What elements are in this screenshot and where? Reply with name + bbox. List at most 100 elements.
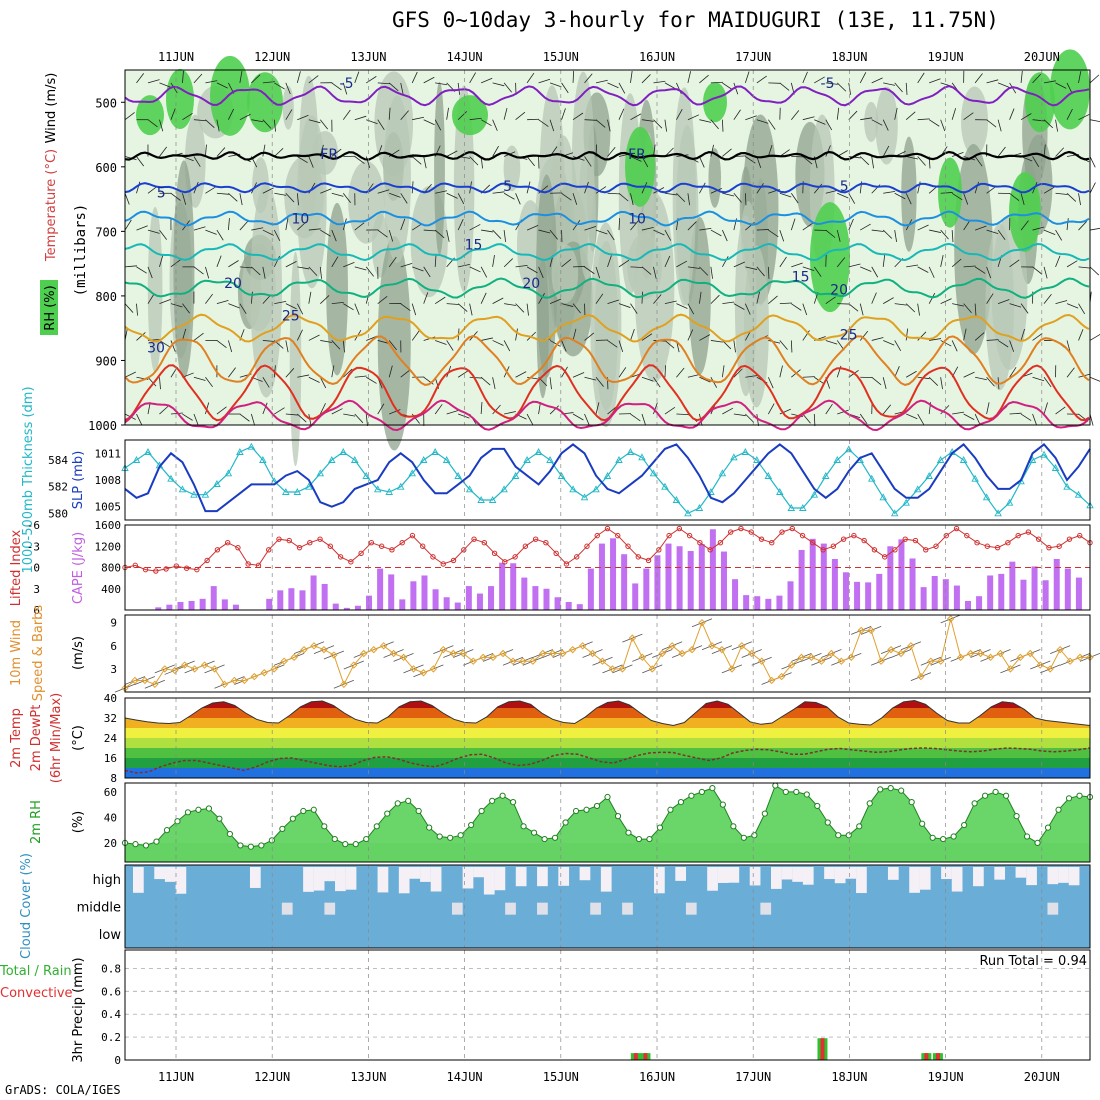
rh-point — [352, 841, 359, 848]
contour-label: 25 — [840, 328, 858, 344]
wind-barb — [400, 193, 408, 204]
wind-barb — [905, 111, 916, 121]
li-point — [656, 547, 662, 553]
wind-barb — [871, 229, 884, 232]
thickness-point — [488, 496, 497, 503]
wind-barb — [1055, 119, 1059, 132]
wind-barb — [297, 156, 308, 164]
slp-tick-label: 1005 — [95, 501, 122, 514]
wind-barb — [917, 224, 929, 231]
cape-bar — [1031, 566, 1038, 610]
rh-point — [730, 823, 737, 830]
wind-barb — [147, 266, 153, 279]
wind-barb — [331, 365, 335, 378]
wind-speed-point — [678, 649, 686, 658]
li-point — [553, 550, 559, 557]
wind-barb — [492, 377, 496, 390]
wind-barb — [572, 193, 578, 205]
wind-speed-point — [210, 665, 219, 673]
wind-barb — [377, 189, 390, 194]
wind-barb — [1020, 328, 1025, 341]
rh-point — [572, 807, 580, 815]
wind-speed-point — [598, 657, 607, 665]
rh-point — [520, 823, 527, 830]
wind-barb — [641, 74, 651, 84]
cape-bar — [987, 575, 994, 610]
wind-barb — [871, 292, 877, 304]
pressure-tick-label: 1000 — [88, 419, 117, 433]
wind-barb — [710, 144, 714, 157]
li-point — [676, 525, 683, 532]
wind-barb — [894, 82, 903, 93]
wind-barb — [883, 297, 894, 305]
wind-barb — [572, 70, 575, 83]
wind-barb — [1089, 182, 1096, 194]
rh-point — [919, 820, 926, 827]
wind-barb — [515, 265, 528, 268]
li-point — [317, 536, 323, 542]
wind-barb — [1032, 333, 1043, 341]
rh-region — [296, 115, 327, 289]
wind-barb — [952, 303, 964, 307]
wind-barb — [446, 303, 459, 305]
wind-barb — [802, 71, 808, 84]
cape-bar — [377, 568, 384, 610]
temp-axis-unit: (°C) — [71, 725, 86, 751]
wind-barb — [607, 147, 616, 157]
wind-barb — [354, 115, 367, 121]
li-point — [214, 547, 221, 553]
thickness-point — [282, 488, 290, 495]
wind-barb — [549, 119, 555, 132]
wind-speed-point — [310, 642, 318, 650]
wind-barb — [1066, 192, 1077, 202]
wind-barb — [297, 114, 309, 121]
cape-axis-label: CAPE (J/kg) — [71, 532, 86, 604]
thickness-point — [603, 472, 612, 479]
wind-barb — [377, 295, 388, 304]
cloud-gap-high — [154, 867, 165, 880]
rh-point — [174, 818, 181, 825]
rh-point — [583, 806, 590, 813]
contour-label: 20 — [830, 282, 848, 298]
thickness-point — [913, 485, 922, 493]
cape-bar — [410, 581, 417, 610]
wind-barb — [917, 303, 920, 316]
wind-barb — [193, 156, 201, 167]
rh-region — [954, 144, 993, 355]
thickness-point — [144, 448, 152, 455]
wind-barb — [308, 228, 321, 231]
pressure-tick-label: 600 — [95, 161, 117, 175]
li-point — [378, 543, 385, 549]
wind-barb — [756, 119, 769, 124]
date-tick-top: 20JUN — [1024, 50, 1060, 64]
li-point — [337, 554, 344, 560]
wind-barb — [480, 77, 493, 84]
wind-barb — [216, 340, 227, 348]
rh-point — [604, 793, 611, 801]
li-point — [635, 554, 641, 560]
wind-speed-point — [1066, 657, 1074, 665]
wind-barb — [285, 340, 289, 353]
thickness-point — [925, 472, 933, 479]
rh-point — [342, 841, 349, 848]
wind-speed-point — [479, 653, 487, 662]
date-tick-bottom: 18JUN — [831, 1070, 867, 1084]
wind-barb — [1066, 303, 1079, 309]
cape-bar — [643, 568, 650, 610]
wind-barb — [836, 257, 846, 268]
wind-barb — [205, 229, 217, 235]
cloud-axis-label: Cloud Cover (%) — [19, 853, 34, 959]
wind-barb — [423, 229, 436, 232]
li-point — [183, 565, 190, 571]
wind-speed-point — [757, 657, 766, 665]
wind-speed-point — [917, 672, 925, 681]
rh-point — [541, 835, 548, 843]
li-point — [964, 532, 970, 539]
cloud-gap-middle — [590, 902, 601, 915]
wind-barb — [1066, 260, 1078, 268]
wind-barb — [721, 119, 724, 132]
wind-speed-point — [588, 649, 597, 658]
li-point — [625, 543, 631, 549]
rh-region — [453, 85, 475, 293]
wind-barb — [228, 260, 239, 268]
